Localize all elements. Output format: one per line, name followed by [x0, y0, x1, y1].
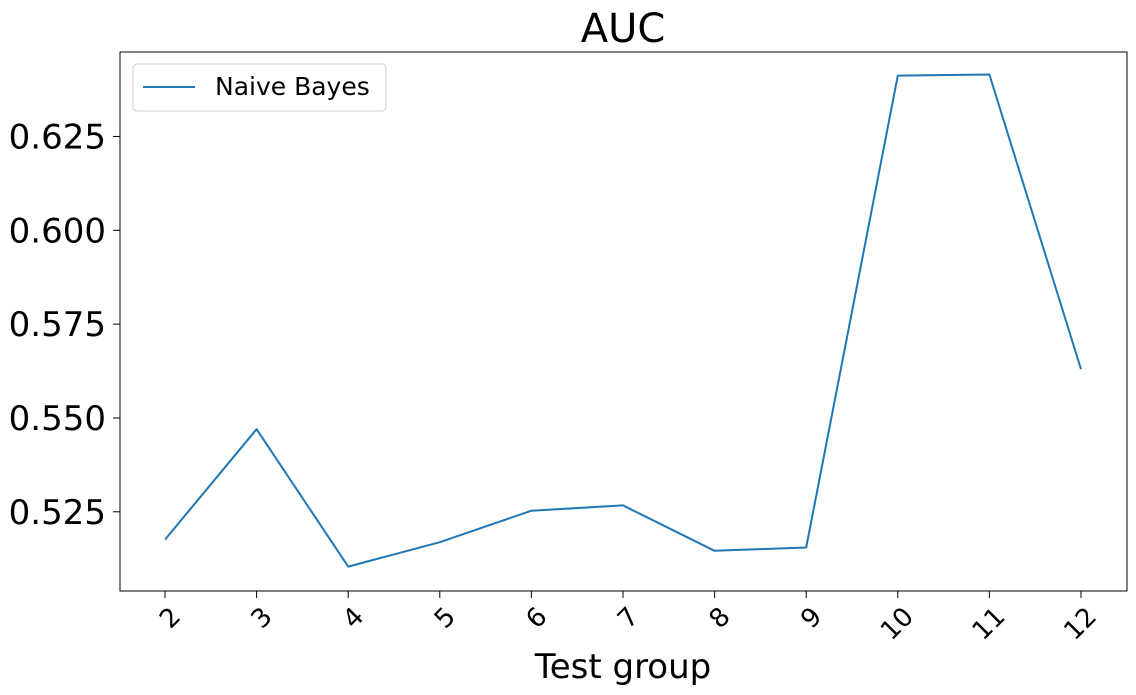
- chart-title: AUC: [581, 6, 666, 52]
- x-tick-label: 10: [875, 602, 920, 647]
- x-tick-label: 9: [795, 602, 828, 635]
- x-tick-label: 6: [520, 602, 553, 635]
- y-tick-label: 0.600: [9, 211, 106, 251]
- x-axis-label: Test group: [534, 647, 712, 687]
- x-axis: 2 3 4 5 6 7 8 9 10 11 12: [154, 591, 1103, 646]
- x-tick-label: 2: [154, 602, 187, 635]
- y-tick-label: 0.525: [9, 493, 106, 533]
- series-line-0: [164, 73, 1082, 568]
- plot-area: [119, 51, 1128, 592]
- x-tick-label: 4: [337, 602, 370, 635]
- y-tick-label: 0.625: [9, 117, 106, 157]
- series-layer: [164, 73, 1082, 568]
- x-tick-label: 3: [246, 602, 279, 635]
- y-tick-label: 0.575: [9, 305, 106, 345]
- x-tick-label: 11: [967, 602, 1012, 647]
- legend-label-naive-bayes: Naive Bayes: [215, 72, 370, 101]
- x-tick-label: 5: [429, 602, 462, 635]
- x-tick-label: 12: [1058, 602, 1103, 647]
- x-tick-label: 8: [704, 602, 737, 635]
- legend-box: [132, 63, 387, 112]
- legend: Naive Bayes: [132, 63, 387, 112]
- y-axis: 0.525 0.550 0.575 0.600 0.625: [9, 117, 120, 533]
- x-tick-label: 7: [612, 602, 645, 635]
- y-tick-label: 0.550: [9, 399, 106, 439]
